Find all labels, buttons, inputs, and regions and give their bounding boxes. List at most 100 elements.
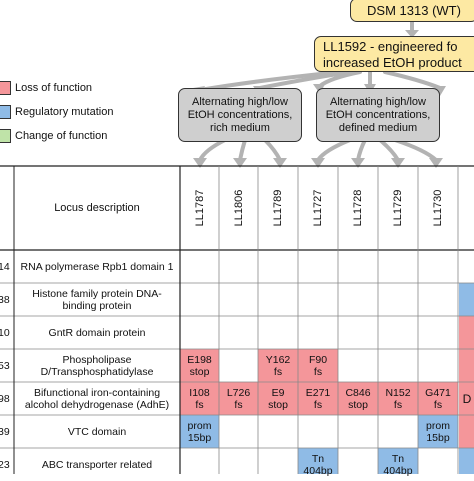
- mutation-cell-bg: [378, 448, 418, 474]
- legend-label-regulatory: Regulatory mutation: [15, 106, 114, 118]
- rich-line1: Alternating high/low: [191, 95, 288, 108]
- strain-header-ll1806: LL1806: [232, 189, 245, 227]
- legend-swatch-regulatory: [0, 105, 11, 119]
- mutation-cell-bg: [180, 382, 219, 415]
- row-description-line: RNA polymerase Rpb1 domain 1: [20, 260, 174, 273]
- arrowhead-ll1727: [311, 158, 325, 168]
- mutation-text: N152: [385, 386, 411, 399]
- mutation-text: prom: [187, 419, 212, 432]
- edge-cell-bg: [459, 349, 474, 382]
- row-description-line: alcohol dehydrogenase (AdhE): [24, 398, 170, 411]
- arrow-to-rich-left: [198, 70, 342, 92]
- arrow-to-rich-mid: [258, 70, 352, 90]
- engineered-label-line1: LL1592 - engineered fo: [323, 39, 458, 54]
- mutation-cell-bg: [418, 415, 458, 448]
- mutation-text: fs: [234, 398, 243, 411]
- mutation-cell-ll1787: E198 stop: [180, 349, 219, 382]
- legend-label-change: Change of function: [15, 130, 108, 142]
- mutation-cell-ll1730: G471 fs: [418, 382, 458, 415]
- mutation-cell-bg: [258, 349, 298, 382]
- mutation-text: 15bp: [187, 431, 212, 444]
- mutation-text: stop: [189, 365, 210, 378]
- locus-description-header: Locus description: [54, 202, 140, 214]
- row-description-line: Histone family protein DNA-: [32, 287, 162, 300]
- row-locus-description: RNA polymerase Rpb1 domain 1: [14, 250, 180, 283]
- row-locus-id: 39: [0, 425, 10, 438]
- row-description-line: Bifunctional iron-containing: [33, 386, 161, 399]
- mutation-text: fs: [433, 398, 443, 411]
- defined-line2: EtOH concentrations,: [325, 108, 431, 121]
- mutation-cell-bg: [418, 382, 458, 415]
- row-description-line: GntR domain protein: [48, 326, 146, 339]
- mutation-text: fs: [313, 365, 323, 378]
- rich-line2: EtOH concentrations,: [187, 108, 293, 121]
- row-locus-description: Bifunctional iron-containing alcohol dehy…: [14, 382, 180, 415]
- mutation-cell-bg: [180, 349, 219, 382]
- legend-item-loss: Loss of function: [0, 80, 92, 96]
- mutation-text: Y162: [265, 353, 291, 366]
- legend-swatch-loss: [0, 81, 11, 95]
- defined-medium-node: Alternating high/low EtOH concentrations…: [316, 88, 440, 142]
- defined-line1: Alternating high/low: [329, 95, 426, 108]
- mutation-text: stop: [348, 398, 368, 411]
- mutation-cell-ll1806: L726 fs: [219, 382, 258, 415]
- arrowhead-ll1730: [429, 158, 443, 168]
- row-locus-description: GntR domain protein: [14, 316, 180, 349]
- rich-line3: rich medium: [210, 121, 270, 134]
- legend-swatch-change: [0, 129, 11, 143]
- mutation-cell-ll1729: Tn 404bp: [378, 448, 418, 481]
- mutation-text: fs: [195, 398, 204, 411]
- mutation-cell-ll1728: C846 stop: [338, 382, 378, 415]
- row-description-line: binding protein: [62, 299, 132, 312]
- row-description-line: Phospholipase: [62, 353, 132, 366]
- mutation-cell-bg: [180, 415, 219, 448]
- row-locus-id: 38: [0, 293, 10, 306]
- mutation-cell-bg: [298, 382, 338, 415]
- mutation-text: fs: [313, 398, 323, 411]
- strain-header-ll1789: LL1789: [272, 189, 284, 227]
- strain-header-ll1727: LL1727: [312, 189, 324, 227]
- engineered-label-line2: increased EtOH product: [323, 55, 462, 70]
- mutation-cell-ll1789: E9 stop: [258, 382, 298, 415]
- engineered-node: LL1592 - engineered fo increased EtOH pr…: [314, 36, 474, 72]
- row-description-line: D/Transphosphatidylase: [40, 365, 154, 378]
- mutation-text: E271: [305, 386, 331, 399]
- mutation-cell-ll1729: N152 fs: [378, 382, 418, 415]
- mutation-cell-ll1787: prom 15bp: [180, 415, 219, 448]
- strain-header-ll1729: LL1729: [392, 189, 404, 227]
- legend-label-loss: Loss of function: [15, 82, 93, 94]
- edge-cell-text: D: [462, 391, 472, 406]
- mutation-text: prom: [426, 419, 450, 432]
- mutation-cell-bg: [378, 382, 418, 415]
- row-description-line: ABC transporter related: [41, 458, 153, 471]
- mutation-text: fs: [393, 398, 403, 411]
- mutation-text: G471: [425, 386, 451, 399]
- row-locus-id: 23: [0, 458, 10, 471]
- mutation-cell-bg: [298, 448, 338, 474]
- mutation-text: 15bp: [426, 431, 450, 444]
- rich-medium-node: Alternating high/low EtOH concentrations…: [178, 88, 302, 142]
- mutation-text: fs: [273, 365, 283, 378]
- mutation-cell-bg: [258, 382, 298, 415]
- arrowhead-ll1728: [351, 158, 365, 168]
- row-locus-description: Histone family protein DNA-binding prote…: [14, 283, 180, 316]
- arrowhead-ll1787: [193, 158, 207, 168]
- strain-header-ll1728: LL1728: [352, 189, 364, 227]
- row-locus-description: VTC domain: [14, 415, 180, 448]
- mutation-cell-ll1730: prom 15bp: [418, 415, 458, 448]
- mutation-cell-ll1727: E271 fs: [298, 382, 338, 415]
- edge-cell-bg: [459, 283, 474, 316]
- row-locus-description: ABC transporter related: [14, 448, 180, 481]
- mutation-text: L726: [226, 386, 251, 399]
- mutation-text: E198: [187, 353, 212, 366]
- edge-cell-bg: [459, 382, 474, 415]
- arrowhead-ll1806: [233, 158, 247, 168]
- mutation-text: 404bp: [383, 464, 413, 477]
- mutation-text: F90: [308, 353, 328, 366]
- row-locus-id: 14: [0, 260, 10, 273]
- mutation-text: stop: [268, 398, 288, 411]
- legend-item-change: Change of function: [0, 128, 107, 144]
- row-locus-id: 98: [0, 392, 10, 405]
- mutation-cell-bg: [338, 382, 378, 415]
